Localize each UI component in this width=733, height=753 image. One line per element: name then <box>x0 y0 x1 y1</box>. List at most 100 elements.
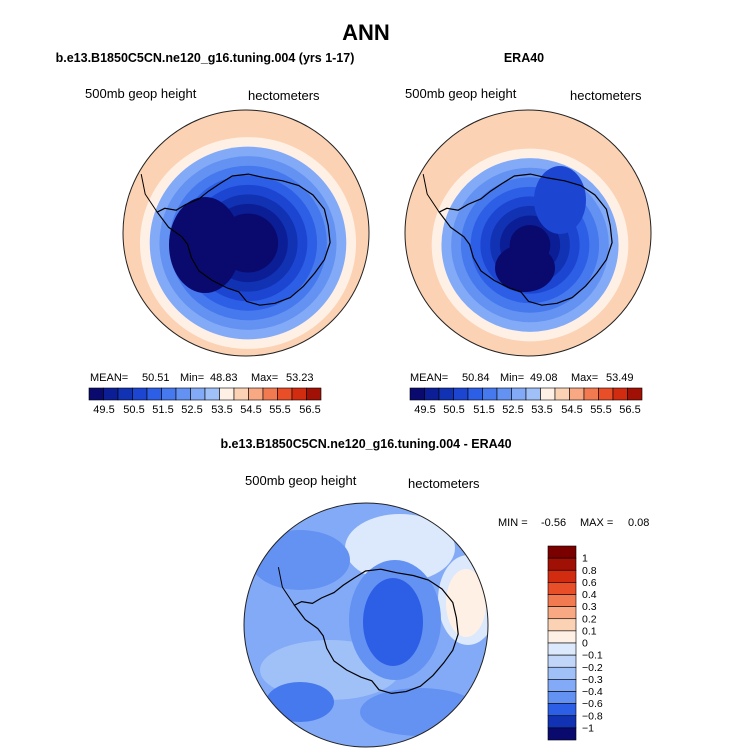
model-tick-label: 56.5 <box>299 404 320 416</box>
diff-tick-label: −0.8 <box>582 710 603 722</box>
colorbar-cell <box>132 387 148 401</box>
model-mean-value: 50.51 <box>142 372 170 384</box>
obs-mean-label: MEAN= <box>410 372 448 384</box>
model-tick-label: 51.5 <box>152 404 173 416</box>
diff-field-label: 500mb geop height <box>245 473 357 488</box>
diff-tick-label: −0.6 <box>582 698 603 710</box>
colorbar-cell <box>547 642 577 656</box>
diff-tick-label: −0.3 <box>582 674 603 686</box>
colorbar-cell <box>291 387 307 401</box>
colorbar-cell <box>547 654 577 668</box>
colorbar-cell <box>306 387 322 401</box>
colorbar-cell <box>547 618 577 632</box>
model-panel: b.e13.B1850C5CN.ne120_g16.tuning.004 (yr… <box>56 51 370 416</box>
diff-colorbar-ticks: 10.80.60.40.30.20.10−0.1−0.2−0.3−0.4−0.6… <box>582 553 603 735</box>
diff-min-label: MIN = <box>498 517 528 529</box>
colorbar-cell <box>547 703 577 717</box>
model-max-label: Max= <box>251 372 278 384</box>
model-tick-label: 53.5 <box>211 404 232 416</box>
colorbar-cell <box>219 387 235 401</box>
obs-tick-label: 51.5 <box>473 404 494 416</box>
obs-coastline <box>422 173 613 306</box>
obs-colorbar <box>409 387 643 401</box>
obs-min-label: Min= <box>500 372 524 384</box>
antarctica-coastline <box>438 173 613 306</box>
colorbar-cell <box>547 569 577 583</box>
diff-tick-label: 0.1 <box>582 625 597 637</box>
obs-map <box>405 110 651 356</box>
colorbar-cell <box>547 666 577 680</box>
diff-contour <box>363 578 423 666</box>
obs-tick-label: 52.5 <box>502 404 523 416</box>
colorbar-cell <box>547 630 577 644</box>
diff-tick-label: 0.6 <box>582 577 597 589</box>
diff-contour <box>345 514 455 582</box>
colorbar-cell <box>482 387 498 401</box>
contour-low <box>495 244 555 292</box>
colorbar-cell <box>554 387 570 401</box>
model-colorbar-ticks: 49.5 50.5 51.5 52.5 53.5 54.5 55.5 56.5 <box>93 404 320 416</box>
colorbar-cell <box>540 387 556 401</box>
obs-tick-label: 55.5 <box>590 404 611 416</box>
model-colorbar <box>88 387 322 401</box>
colorbar-cell <box>117 387 133 401</box>
colorbar-cell <box>467 387 483 401</box>
model-mean-label: MEAN= <box>90 372 128 384</box>
colorbar-cell <box>277 387 293 401</box>
colorbar-cell <box>598 387 614 401</box>
colorbar-cell <box>612 387 628 401</box>
model-units-label: hectometers <box>248 88 320 103</box>
diff-max-value: 0.08 <box>628 517 649 529</box>
model-map-outline <box>122 109 370 357</box>
diff-panel-title: b.e13.B1850C5CN.ne120_g16.tuning.004 - E… <box>220 437 511 451</box>
obs-units-label: hectometers <box>570 88 642 103</box>
peninsula-tip <box>422 174 440 213</box>
model-tick-label: 49.5 <box>93 404 114 416</box>
colorbar-cell <box>438 387 454 401</box>
obs-field-label: 500mb geop height <box>405 86 517 101</box>
colorbar-cell <box>547 691 577 704</box>
colorbar-cell <box>161 387 177 401</box>
obs-stats: MEAN= 50.84 Min= 49.08 Max= 53.49 <box>410 372 634 384</box>
colorbar-cell <box>547 582 577 595</box>
colorbar-cell <box>103 387 119 401</box>
diff-colorbar <box>547 545 577 741</box>
model-coastline <box>140 173 331 306</box>
colorbar-cell <box>627 387 643 401</box>
obs-mean-value: 50.84 <box>462 372 490 384</box>
model-tick-label: 55.5 <box>269 404 290 416</box>
model-max-value: 53.23 <box>286 372 314 384</box>
obs-tick-label: 53.5 <box>531 404 552 416</box>
diff-contour <box>250 530 350 590</box>
obs-map-outline <box>404 109 652 357</box>
colorbar-cell <box>547 606 577 620</box>
colorbar-cell <box>146 387 162 401</box>
colorbar-cell <box>569 387 585 401</box>
diff-tick-label: 0 <box>582 638 588 650</box>
diff-tick-label: 0.2 <box>582 613 597 625</box>
model-min-label: Min= <box>180 372 204 384</box>
obs-max-value: 53.49 <box>606 372 634 384</box>
colorbar-cell <box>525 387 541 401</box>
diff-tick-label: −1 <box>582 722 594 734</box>
model-stats: MEAN= 50.51 Min= 48.83 Max= 53.23 <box>90 372 314 384</box>
obs-panel-title: ERA40 <box>504 51 544 65</box>
diff-tick-label: −0.1 <box>582 650 603 662</box>
model-tick-label: 52.5 <box>181 404 202 416</box>
diff-tick-label: −0.2 <box>582 662 603 674</box>
diff-coastline <box>277 567 459 695</box>
diff-stats: MIN = -0.56 MAX = 0.08 <box>498 517 649 529</box>
colorbar-cell <box>547 557 577 571</box>
peninsula-tip <box>140 174 158 213</box>
colorbar-cell <box>204 387 220 401</box>
diff-tick-label: −0.4 <box>582 686 603 698</box>
model-field-label: 500mb geop height <box>85 86 197 101</box>
model-tick-label: 54.5 <box>240 404 261 416</box>
colorbar-cell <box>496 387 512 401</box>
colorbar-cell <box>547 727 577 741</box>
colorbar-cell <box>88 387 104 401</box>
obs-tick-label: 54.5 <box>561 404 582 416</box>
diff-tick-label: 1 <box>582 553 588 565</box>
